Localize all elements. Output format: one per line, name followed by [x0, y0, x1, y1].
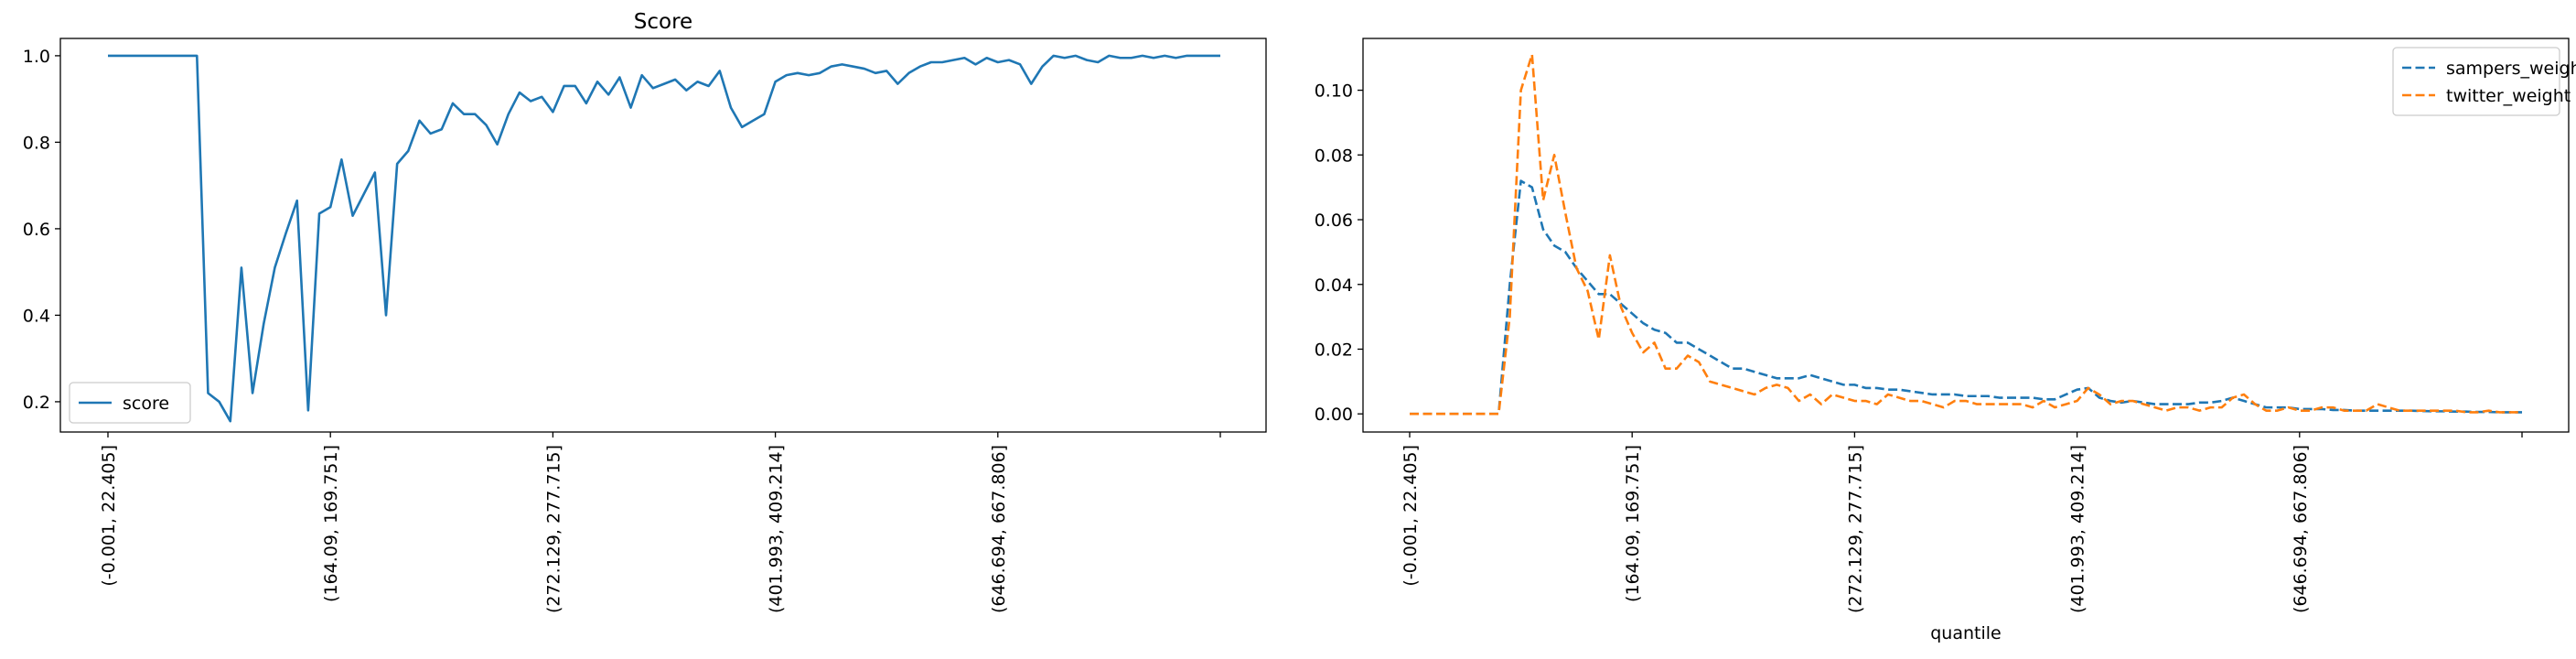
- x-tick-label: (646.694, 667.806]: [989, 445, 1009, 613]
- y-tick-label: 0.4: [23, 306, 50, 326]
- y-tick-label: 0.00: [1315, 405, 1353, 425]
- legend: score: [69, 382, 191, 424]
- x-tick-label: (164.09, 169.751]: [1623, 445, 1643, 602]
- y-tick-label: 0.04: [1315, 275, 1353, 296]
- legend: sampers_weight twitter_weight: [2392, 47, 2576, 116]
- series-line-score: [108, 54, 1220, 423]
- x-tick-label: (401.993, 409.214]: [767, 445, 787, 613]
- x-tick-label: (-0.001, 22.405]: [99, 445, 119, 587]
- x-tick-label: (272.129, 277.715]: [1845, 445, 1865, 613]
- legend-box: [2392, 47, 2560, 116]
- y-tick-label: 0.02: [1315, 340, 1353, 360]
- x-axis-label: quantile: [1930, 623, 2001, 643]
- series-line-twitter_weight: [1410, 53, 2522, 416]
- legend-label-twitter_weight: twitter_weight: [2446, 86, 2571, 106]
- y-tick-label: 0.06: [1315, 211, 1353, 231]
- x-tick-label: (164.09, 169.751]: [321, 445, 341, 602]
- weights-chart-panel: 0.00 0.02 0.04 0.06 0.08 0.10 (-0.001, 22.405]…: [1315, 38, 2576, 643]
- legend-label-score: score: [123, 394, 169, 414]
- y-tick-label: 0.8: [23, 133, 50, 153]
- x-tick-label: (646.694, 667.806]: [2291, 445, 2311, 613]
- y-tick-label: 0.6: [23, 220, 50, 240]
- y-tick-label: 0.2: [23, 393, 50, 413]
- x-tick-label: (-0.001, 22.405]: [1401, 445, 1421, 587]
- y-tick-label: 0.08: [1315, 146, 1353, 166]
- axes-frame: [1362, 38, 2570, 433]
- x-tick-label: (401.993, 409.214]: [2068, 445, 2088, 613]
- axes-frame: [59, 38, 1267, 433]
- chart-title: Score: [634, 10, 692, 34]
- y-tick-label: 0.10: [1315, 81, 1353, 102]
- y-tick-label: 1.0: [23, 47, 50, 67]
- legend-box: [69, 382, 191, 424]
- x-tick-label: (272.129, 277.715]: [543, 445, 564, 613]
- legend-label-sampers_weight: sampers_weight: [2446, 59, 2576, 79]
- score-chart-panel: 0.2 0.4 0.6 0.8 1.0 (-0.001, 22.405] (164.09, …: [23, 10, 1267, 613]
- series-line-sampers_weight: [1410, 179, 2522, 416]
